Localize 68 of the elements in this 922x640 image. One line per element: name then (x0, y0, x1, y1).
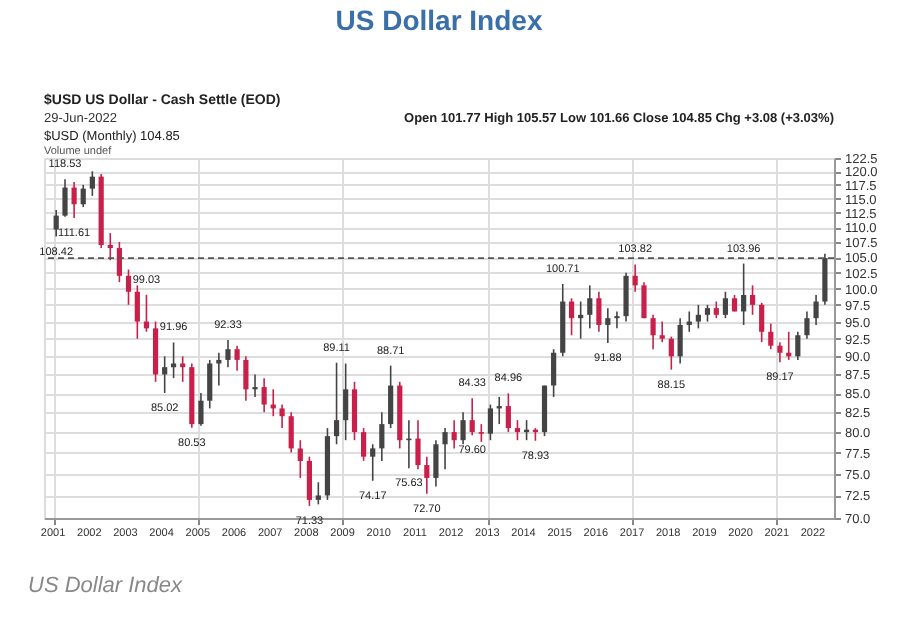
candlestick (749, 284, 756, 316)
candlestick (116, 241, 122, 283)
candlestick (460, 411, 466, 446)
candlestick (388, 364, 394, 429)
candlestick (315, 481, 321, 506)
chart-title: US Dollar Index (335, 4, 543, 36)
candlestick (134, 284, 140, 340)
candlestick (741, 262, 747, 326)
candlestick (351, 381, 358, 441)
candlestick (89, 170, 95, 197)
candlestick (623, 271, 629, 323)
candlestick (62, 178, 68, 218)
candlestick (505, 392, 511, 433)
candlestick (343, 362, 349, 441)
candlestick (333, 361, 340, 446)
candlestick (433, 439, 439, 488)
candlestick (288, 411, 294, 454)
candlestick (53, 209, 59, 238)
candlestick (198, 392, 204, 427)
candlestick (424, 455, 430, 495)
candlestick (152, 320, 159, 383)
candlestick (768, 322, 774, 351)
candlestick (71, 181, 77, 219)
candlestick (225, 339, 231, 368)
candlestick (297, 439, 303, 479)
candlestick (216, 351, 222, 387)
candlestick (677, 317, 683, 365)
candlestick (370, 443, 376, 482)
candlestick (361, 427, 367, 462)
candlestick (261, 377, 267, 414)
candlestick (107, 232, 113, 262)
candlestick (514, 419, 521, 441)
candlestick (442, 427, 448, 471)
candlestick (125, 268, 132, 306)
candlestick (813, 294, 819, 326)
candlestick (80, 184, 86, 208)
candlestick (641, 281, 647, 319)
candlestick (162, 355, 168, 394)
candlestick (451, 419, 457, 450)
candlestick (234, 344, 240, 372)
candlestick (469, 397, 475, 437)
candlestick (777, 341, 783, 364)
candlestick (759, 302, 765, 343)
candlestick (722, 290, 729, 319)
candlestick (695, 304, 701, 330)
candlestick (279, 403, 285, 429)
candlestick (668, 335, 674, 371)
candlestick (551, 348, 557, 398)
candlestick (804, 310, 810, 340)
candlestick (487, 403, 494, 441)
candlestick (243, 355, 249, 402)
candlestick (596, 290, 602, 333)
candlestick (568, 297, 575, 337)
candlestick (587, 284, 593, 330)
candlestick (541, 384, 548, 437)
candlestick (614, 310, 620, 330)
candlestick (252, 373, 258, 398)
candlestick (650, 314, 656, 351)
candlestick (605, 307, 611, 344)
candlestick (415, 419, 421, 471)
candlestick (632, 263, 638, 293)
candlestick (795, 330, 801, 361)
candlestick (306, 455, 313, 507)
candlestick (379, 411, 385, 462)
candlestick (207, 359, 213, 410)
text: US Dollar Index (28, 574, 184, 598)
candlestick (822, 252, 828, 306)
candlestick (659, 320, 665, 343)
